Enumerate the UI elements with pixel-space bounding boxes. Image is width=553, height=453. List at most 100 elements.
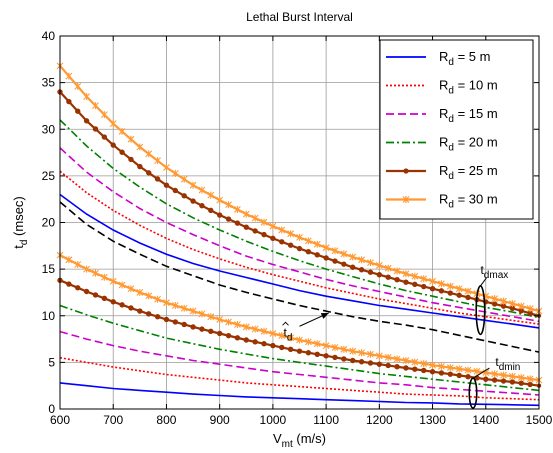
series-point <box>261 341 267 347</box>
series-point <box>385 274 391 280</box>
y-axis-title-group: td (msec) <box>11 196 30 249</box>
x-tick-label: 1500 <box>526 413 553 427</box>
series-point <box>313 340 321 348</box>
series-point <box>242 210 250 218</box>
series-point <box>83 118 90 124</box>
plot-area: td tdmax tdmin 600 700 800 900 1000 1100 1200 1300… <box>11 29 553 450</box>
series-point <box>287 346 294 353</box>
series-point <box>447 371 453 377</box>
series-point <box>322 244 330 252</box>
series-point <box>500 378 507 384</box>
series-point <box>393 267 401 275</box>
legend-label-5: Rd = 30 m <box>439 192 498 211</box>
series-point <box>509 372 516 380</box>
series-point <box>208 328 214 334</box>
series-point <box>92 269 99 277</box>
y-tick-label: 0 <box>48 402 55 416</box>
series-point <box>491 377 498 383</box>
x-axis-title: Vmt (m/s) <box>273 431 326 450</box>
series-point <box>279 239 285 245</box>
series-point <box>225 216 232 222</box>
series-point <box>518 380 524 386</box>
series-point <box>260 327 268 335</box>
series-point <box>517 374 525 382</box>
x-tick-label: 800 <box>156 413 176 427</box>
series-point <box>420 283 427 290</box>
series-point <box>128 305 134 311</box>
x-tick-label: 1100 <box>313 413 339 427</box>
series-point <box>350 357 356 364</box>
series-point <box>367 269 374 275</box>
series-point <box>145 292 153 300</box>
annotation-label: td <box>284 325 293 343</box>
series-point <box>243 224 249 230</box>
series-line-min-7 <box>59 356 540 401</box>
series-point <box>287 334 295 342</box>
series-point <box>446 282 454 290</box>
series-point <box>314 351 320 357</box>
series-line-max-2 <box>59 147 540 323</box>
y-tick-label: 5 <box>48 355 55 369</box>
series-point <box>394 364 400 370</box>
series-line-max-0 <box>59 193 540 329</box>
series-point <box>375 352 383 360</box>
series-point <box>403 279 409 285</box>
series-point <box>350 264 356 270</box>
series-point <box>260 218 268 226</box>
series-point <box>119 302 125 308</box>
series-point <box>455 365 463 373</box>
series-point <box>385 362 391 369</box>
series-point <box>181 321 187 328</box>
series-point <box>491 370 499 378</box>
annotation-leader <box>480 277 487 287</box>
y-tick-label: 10 <box>42 309 56 323</box>
series-point <box>172 187 179 194</box>
series-point <box>420 360 428 368</box>
series-point <box>146 311 152 317</box>
series-line-min-6 <box>59 382 540 407</box>
series-point <box>429 369 436 375</box>
series-point <box>189 307 197 315</box>
series-point <box>517 302 525 310</box>
series-point <box>163 182 170 188</box>
series-point <box>438 370 445 376</box>
series-point <box>269 329 277 337</box>
legend-label-3: Rd = 20 m <box>439 135 498 154</box>
series-point <box>154 157 161 165</box>
series-point <box>199 326 205 332</box>
series-point <box>358 359 365 365</box>
series-point <box>208 207 214 214</box>
series-point <box>261 231 267 238</box>
series-point <box>65 72 73 80</box>
series-point <box>66 98 72 105</box>
y-tick-label: 25 <box>42 169 56 183</box>
series-point <box>181 193 187 199</box>
series-point <box>225 318 232 326</box>
series-point <box>171 169 179 177</box>
series-point <box>526 375 534 383</box>
series-point <box>304 338 312 346</box>
legend-box <box>379 39 534 220</box>
series-point <box>331 247 339 255</box>
series-point <box>526 305 534 313</box>
series-point <box>509 300 516 308</box>
series-point <box>189 181 197 189</box>
series-point <box>465 294 471 301</box>
series-point <box>429 361 436 369</box>
series-point <box>367 350 374 358</box>
series-point <box>251 325 259 333</box>
series-point <box>154 176 161 182</box>
series-point <box>341 261 347 267</box>
series-point <box>314 252 320 258</box>
series-point <box>376 272 383 278</box>
series-point <box>465 373 471 380</box>
series-point <box>270 342 276 349</box>
series-point <box>83 265 91 273</box>
series-point <box>384 264 392 272</box>
legend-marker-4 <box>403 168 409 174</box>
series-point <box>358 256 365 264</box>
series-point <box>234 205 241 213</box>
y-tick-label: 40 <box>42 29 56 43</box>
series-line-min-9 <box>59 304 540 392</box>
